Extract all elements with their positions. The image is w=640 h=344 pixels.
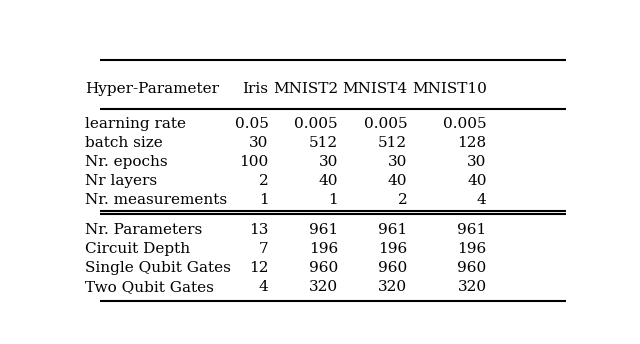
Text: 320: 320: [378, 280, 408, 294]
Text: 1: 1: [328, 193, 338, 207]
Text: 1: 1: [259, 193, 269, 207]
Text: 30: 30: [388, 155, 408, 169]
Text: MNIST10: MNIST10: [412, 82, 486, 96]
Text: Hyper-Parameter: Hyper-Parameter: [85, 82, 219, 96]
Text: 320: 320: [308, 280, 338, 294]
Text: Iris: Iris: [243, 82, 269, 96]
Text: 0.005: 0.005: [443, 117, 486, 131]
Text: MNIST4: MNIST4: [342, 82, 408, 96]
Text: 30: 30: [249, 136, 269, 150]
Text: 0.005: 0.005: [294, 117, 338, 131]
Text: 30: 30: [467, 155, 486, 169]
Text: 100: 100: [239, 155, 269, 169]
Text: 961: 961: [308, 223, 338, 237]
Text: MNIST2: MNIST2: [273, 82, 338, 96]
Text: 4: 4: [259, 280, 269, 294]
Text: Nr layers: Nr layers: [85, 174, 157, 189]
Text: 320: 320: [458, 280, 486, 294]
Text: Nr. Parameters: Nr. Parameters: [85, 223, 202, 237]
Text: 128: 128: [458, 136, 486, 150]
Text: Nr. epochs: Nr. epochs: [85, 155, 168, 169]
Text: 196: 196: [458, 242, 486, 256]
Text: 13: 13: [249, 223, 269, 237]
Text: 0.05: 0.05: [235, 117, 269, 131]
Text: 40: 40: [467, 174, 486, 189]
Text: Two Qubit Gates: Two Qubit Gates: [85, 280, 214, 294]
Text: 960: 960: [308, 261, 338, 275]
Text: 40: 40: [388, 174, 408, 189]
Text: 40: 40: [319, 174, 338, 189]
Text: 0.005: 0.005: [364, 117, 408, 131]
Text: 960: 960: [458, 261, 486, 275]
Text: 512: 512: [308, 136, 338, 150]
Text: Single Qubit Gates: Single Qubit Gates: [85, 261, 231, 275]
Text: learning rate: learning rate: [85, 117, 186, 131]
Text: 196: 196: [378, 242, 408, 256]
Text: Circuit Depth: Circuit Depth: [85, 242, 190, 256]
Text: 512: 512: [378, 136, 408, 150]
Text: 960: 960: [378, 261, 408, 275]
Text: 12: 12: [249, 261, 269, 275]
Text: batch size: batch size: [85, 136, 163, 150]
Text: 4: 4: [477, 193, 486, 207]
Text: 2: 2: [259, 174, 269, 189]
Text: 196: 196: [308, 242, 338, 256]
Text: 2: 2: [397, 193, 408, 207]
Text: 30: 30: [319, 155, 338, 169]
Text: 961: 961: [378, 223, 408, 237]
Text: 961: 961: [458, 223, 486, 237]
Text: 7: 7: [259, 242, 269, 256]
Text: Nr. measurements: Nr. measurements: [85, 193, 227, 207]
